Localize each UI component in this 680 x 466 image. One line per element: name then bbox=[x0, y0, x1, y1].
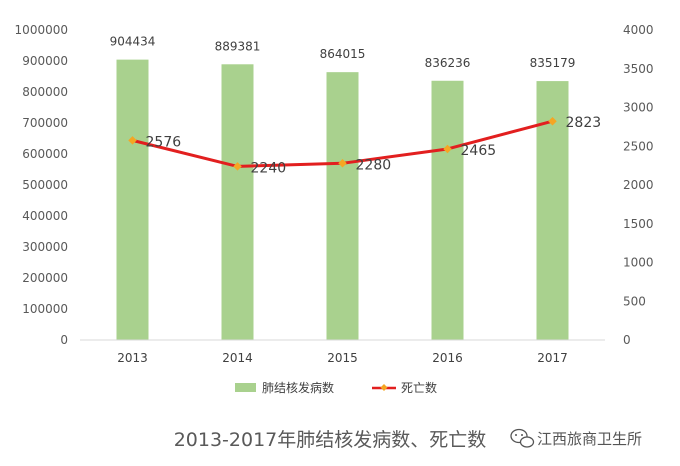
x-tick-label: 2017 bbox=[537, 351, 568, 365]
line-point bbox=[128, 136, 137, 145]
bar bbox=[221, 64, 254, 340]
x-tick-label: 2013 bbox=[117, 351, 148, 365]
y-right-tick-label: 1000 bbox=[623, 256, 654, 270]
y-right-tick-label: 3500 bbox=[623, 62, 654, 76]
x-axis-ticks: 2013 2014 2015 2016 2017 bbox=[117, 351, 568, 365]
bar-value-label: 864015 bbox=[320, 47, 366, 61]
y-right-tick-label: 2500 bbox=[623, 139, 654, 153]
y-left-tick-label: 500000 bbox=[22, 178, 68, 192]
line-point bbox=[443, 144, 452, 154]
bar-value-label: 836236 bbox=[425, 56, 471, 70]
y-right-tick-label: 0 bbox=[623, 333, 631, 347]
legend-swatch-marker bbox=[380, 383, 388, 392]
legend: 肺结核发病数 死亡数 bbox=[235, 380, 437, 395]
watermark-text: 江西旅商卫生所 bbox=[537, 430, 642, 448]
y-right-tick-label: 3000 bbox=[623, 101, 654, 115]
bar-data-labels: 904434 889381 864015 836236 835179 bbox=[110, 35, 576, 70]
y-left-tick-label: 100000 bbox=[22, 302, 68, 316]
y-right-tick-label: 500 bbox=[623, 294, 646, 308]
legend-label-line: 死亡数 bbox=[401, 380, 437, 395]
chart-title: 2013-2017年肺结核发病数、死亡数 bbox=[174, 429, 487, 451]
bar-value-label: 889381 bbox=[215, 39, 261, 53]
y-left-tick-label: 600000 bbox=[22, 147, 68, 161]
line-data-labels: 2576 2240 2280 2465 2823 bbox=[146, 115, 602, 176]
bar bbox=[116, 59, 149, 341]
line-value-label: 2280 bbox=[356, 157, 392, 173]
y-left-tick-label: 400000 bbox=[22, 209, 68, 223]
y-right-tick-label: 4000 bbox=[623, 23, 654, 37]
y-axis-right-ticks: 0 500 1000 1500 2000 2500 3000 3500 4000 bbox=[623, 23, 654, 347]
x-tick-label: 2016 bbox=[432, 351, 463, 365]
y-axis-left-ticks: 0 100000 200000 300000 400000 500000 600000 700… bbox=[15, 23, 68, 347]
y-left-tick-label: 300000 bbox=[22, 240, 68, 254]
line-value-label: 2465 bbox=[461, 143, 497, 159]
y-left-tick-label: 800000 bbox=[22, 85, 68, 99]
bar-series bbox=[116, 59, 569, 341]
bar bbox=[326, 72, 359, 341]
x-tick-label: 2015 bbox=[327, 351, 358, 365]
y-left-tick-label: 0 bbox=[60, 333, 68, 347]
y-left-tick-label: 900000 bbox=[22, 54, 68, 68]
bar-value-label: 904434 bbox=[110, 35, 156, 49]
line-value-label: 2823 bbox=[566, 115, 602, 131]
x-tick-label: 2014 bbox=[222, 351, 253, 365]
bar-value-label: 835179 bbox=[530, 56, 576, 70]
bar bbox=[431, 80, 464, 340]
line-point bbox=[233, 162, 242, 171]
line-point bbox=[338, 159, 347, 168]
y-right-tick-label: 2000 bbox=[623, 178, 654, 192]
y-left-tick-label: 1000000 bbox=[15, 23, 68, 37]
y-left-tick-label: 200000 bbox=[22, 271, 68, 285]
line-value-label: 2240 bbox=[251, 160, 287, 176]
y-right-tick-label: 1500 bbox=[623, 217, 654, 231]
watermark: 江西旅商卫生所 bbox=[510, 428, 642, 448]
line-value-label: 2576 bbox=[146, 134, 182, 150]
legend-label-bar: 肺结核发病数 bbox=[262, 380, 334, 395]
wechat-icon bbox=[510, 428, 535, 448]
y-left-tick-label: 700000 bbox=[22, 116, 68, 130]
legend-swatch-bar bbox=[235, 383, 256, 392]
